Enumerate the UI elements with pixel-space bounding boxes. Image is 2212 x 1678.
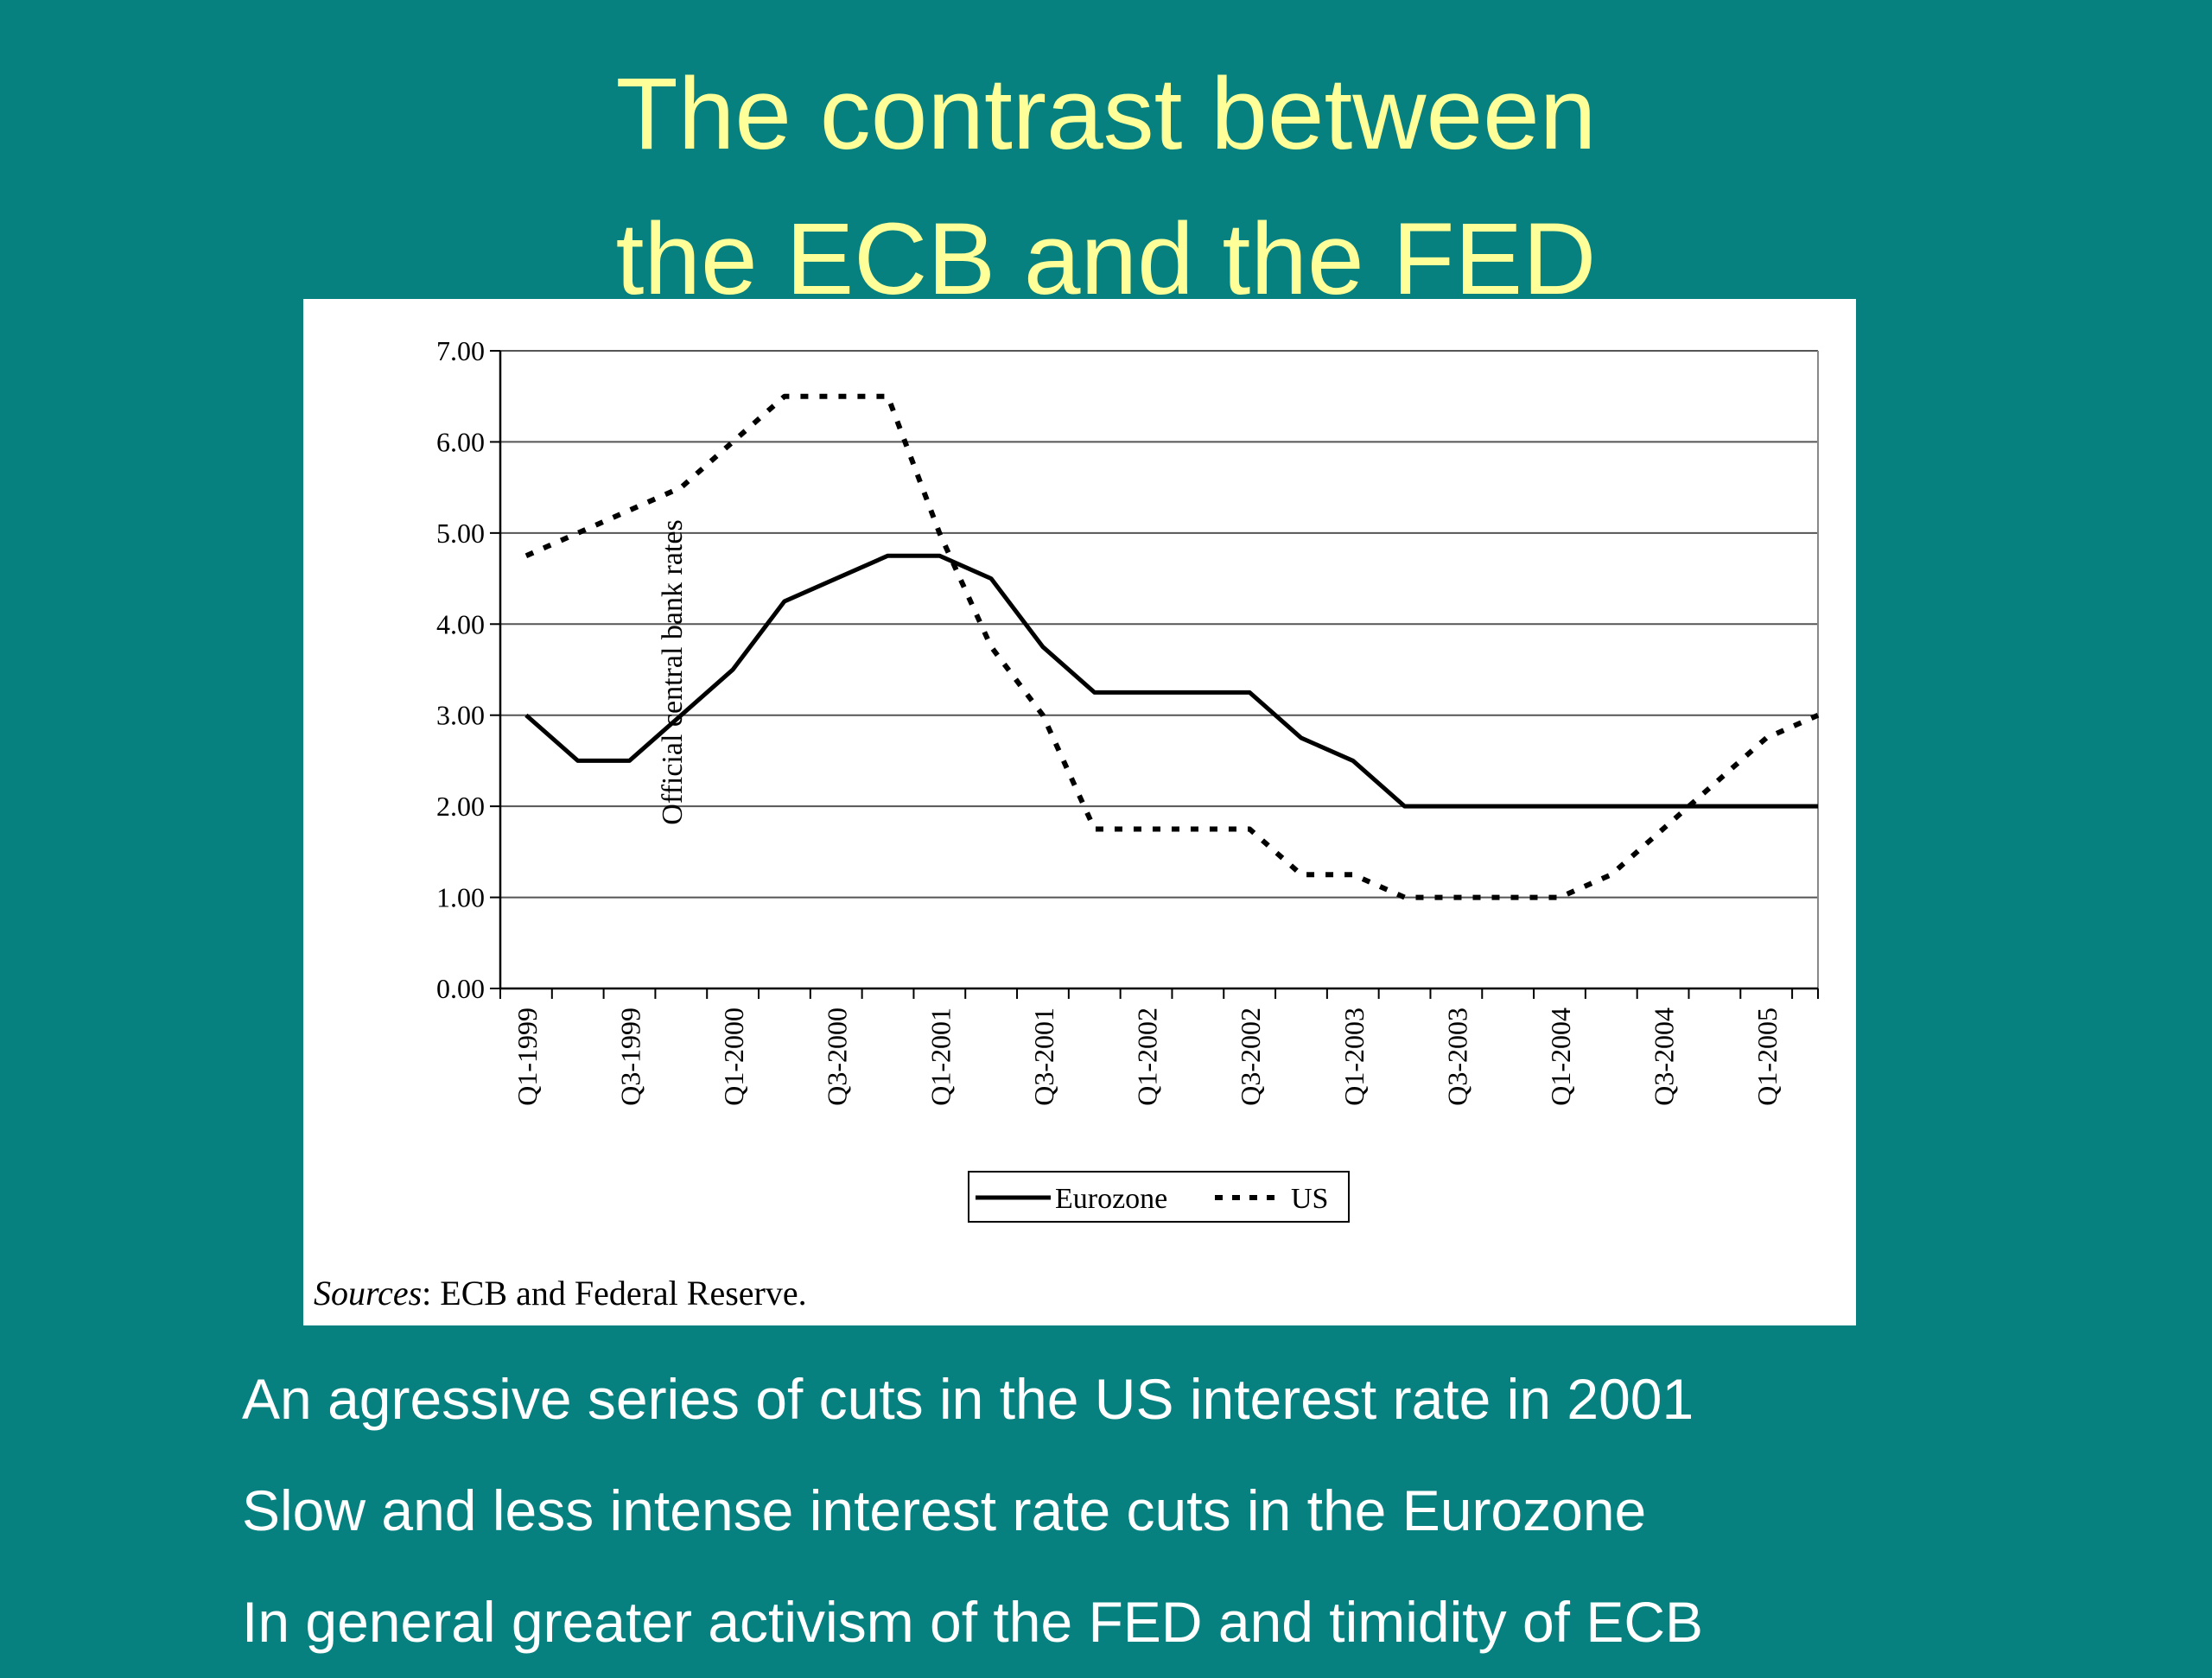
y-tick-label: 7.00 xyxy=(436,335,485,366)
y-tick-label: 0.00 xyxy=(436,973,485,1004)
y-tick-labels: 0.00 1.00 2.00 3.00 4.00 5.00 6.00 7.00 xyxy=(436,335,485,1004)
slide-title: The contrast between the ECB and the FED xyxy=(0,41,2212,332)
x-tick-label: Q1-2001 xyxy=(925,1007,956,1106)
title-line-2: the ECB and the FED xyxy=(615,202,1597,316)
x-tick-label: Q3-2003 xyxy=(1441,1007,1472,1106)
legend-us-label: US xyxy=(1291,1183,1328,1215)
x-tick-labels: Q1-1999 Q3-1999 Q1-2000 Q3-2000 Q1-2001 Q3-20… xyxy=(512,1007,1783,1106)
y-tick-label: 3.00 xyxy=(436,700,485,731)
x-tick-label: Q1-2002 xyxy=(1132,1007,1163,1106)
series-line-us xyxy=(524,393,1820,900)
title-line-1: The contrast between xyxy=(615,57,1597,171)
bullet-item: An agressive series of cuts in the US in… xyxy=(242,1367,1694,1431)
series-line-eurozone xyxy=(524,553,1818,809)
x-tick-label: Q1-2005 xyxy=(1751,1007,1783,1106)
legend: Eurozone US xyxy=(968,1171,1350,1223)
x-tick-label: Q3-1999 xyxy=(615,1007,646,1106)
y-tick-label: 2.00 xyxy=(436,791,485,822)
x-tick-label: Q3-2004 xyxy=(1649,1007,1680,1106)
source-italic: Sources xyxy=(314,1274,422,1313)
gridlines xyxy=(500,350,1818,899)
axes xyxy=(490,350,1819,999)
rates-chart: 0.00 1.00 2.00 3.00 4.00 5.00 6.00 7.00 Q1-1999… xyxy=(314,335,1820,1313)
bullet-item: In general greater activism of the FED a… xyxy=(242,1590,1704,1654)
x-tick-label: Q3-2002 xyxy=(1235,1007,1266,1106)
y-axis-label: Official central bank rates xyxy=(657,519,689,824)
x-tick-label: Q1-1999 xyxy=(512,1007,543,1106)
x-tick-label: Q1-2004 xyxy=(1545,1007,1576,1106)
source-rest: : ECB and Federal Reserve. xyxy=(422,1274,806,1313)
x-tick-label: Q3-2001 xyxy=(1028,1007,1059,1106)
series-lines xyxy=(524,393,1820,900)
x-tick-label: Q3-2000 xyxy=(822,1007,853,1106)
x-tick-label: Q1-2003 xyxy=(1338,1007,1370,1106)
bullet-list: An agressive series of cuts in the US in… xyxy=(242,1344,2177,1678)
source-note: Sources: ECB and Federal Reserve. xyxy=(314,1274,807,1313)
y-tick-label: 5.00 xyxy=(436,518,485,549)
x-tick-label: Q1-2000 xyxy=(718,1007,749,1106)
y-tick-label: 4.00 xyxy=(436,608,485,639)
bullet-item: Slow and less intense interest rate cuts… xyxy=(242,1478,1647,1542)
y-tick-label: 6.00 xyxy=(436,426,485,457)
chart-panel: 0.00 1.00 2.00 3.00 4.00 5.00 6.00 7.00 Q1-1999… xyxy=(303,299,1856,1325)
y-tick-label: 1.00 xyxy=(436,882,485,913)
legend-eurozone-label: Eurozone xyxy=(1055,1183,1167,1215)
